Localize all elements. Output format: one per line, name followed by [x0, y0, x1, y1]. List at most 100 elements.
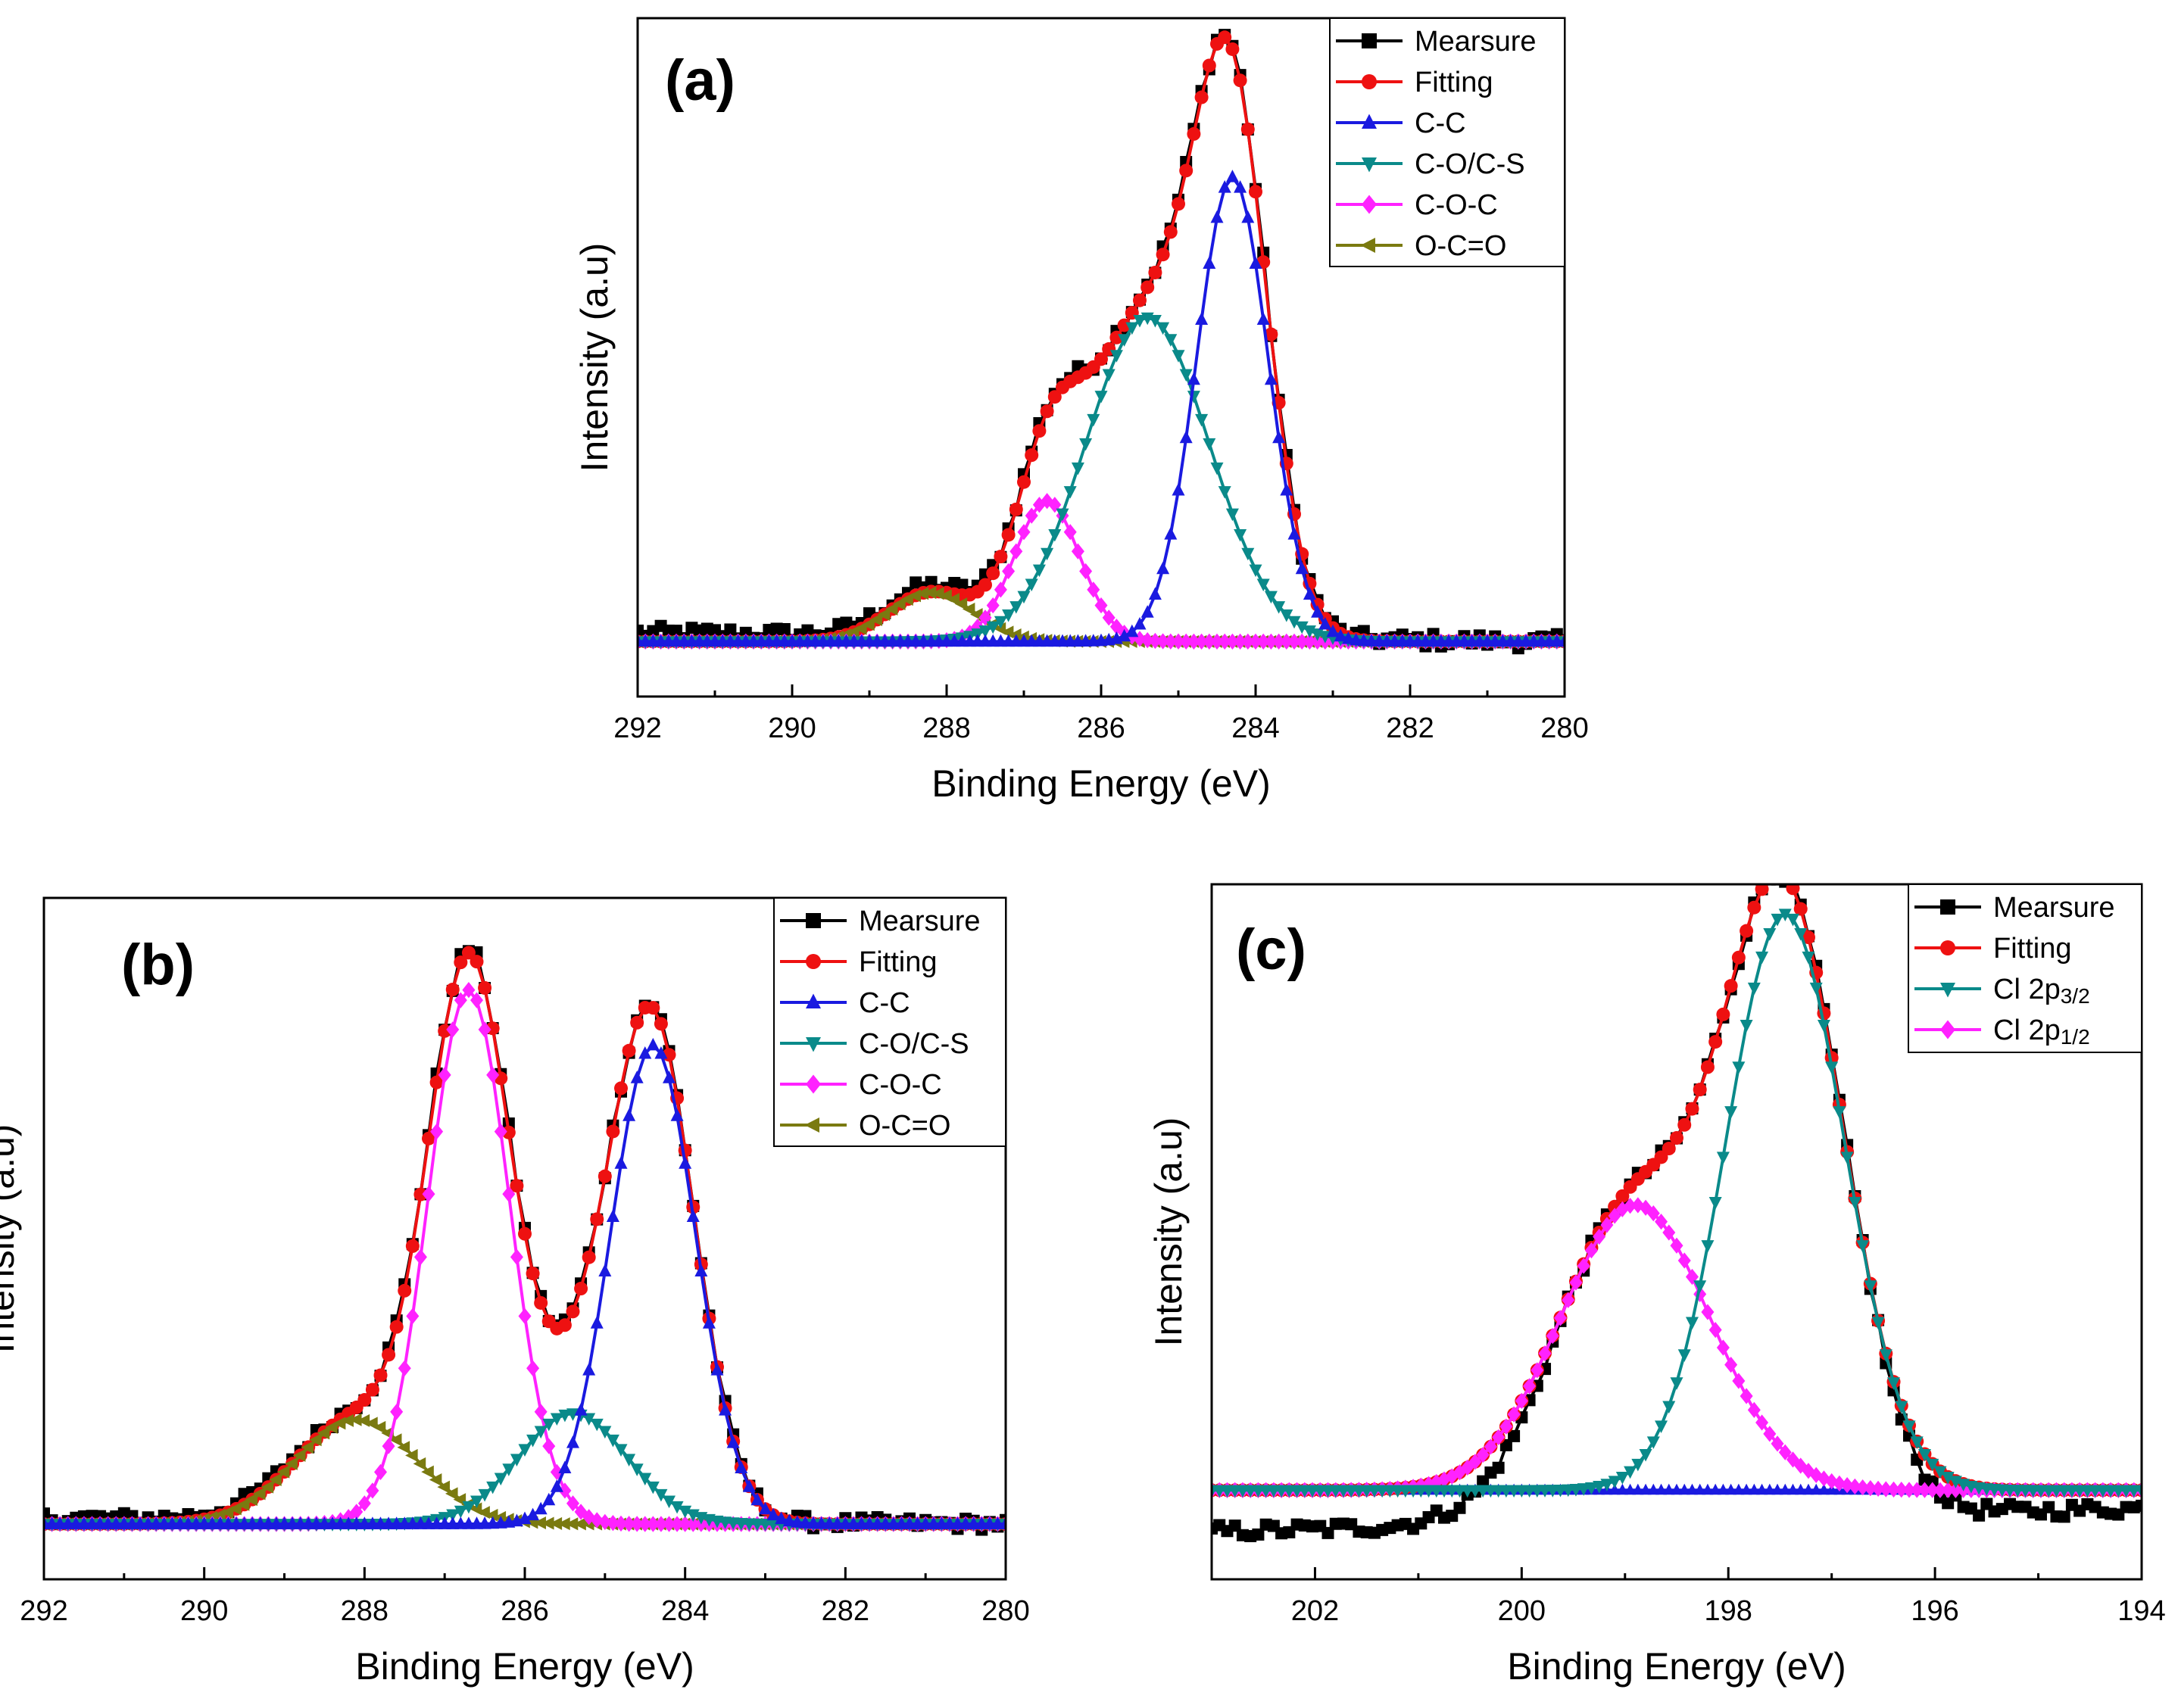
data-point — [1655, 1483, 1668, 1495]
data-point — [558, 1409, 572, 1423]
data-point — [726, 1435, 740, 1448]
data-point — [590, 1316, 604, 1329]
data-point — [1724, 1106, 1738, 1119]
data-point — [510, 1179, 524, 1193]
data-point — [1624, 1483, 1637, 1495]
data-point — [1218, 486, 1231, 499]
data-point — [1133, 293, 1147, 307]
data-point — [405, 1239, 420, 1253]
data-point — [1654, 1150, 1668, 1164]
data-point — [1662, 1142, 1676, 1156]
series-cl-2p1-2 — [1212, 1197, 2142, 1498]
data-point — [735, 1460, 748, 1473]
data-point — [1562, 1292, 1575, 1308]
data-point — [893, 597, 906, 611]
data-point — [1731, 950, 1746, 965]
data-point — [1902, 1420, 1916, 1433]
data-point — [533, 1516, 546, 1530]
data-point — [1600, 1217, 1614, 1233]
data-point — [1702, 1483, 1714, 1495]
legend-entry: Mearsure — [1336, 26, 1537, 58]
data-point — [646, 1516, 660, 1532]
data-point — [1194, 90, 1209, 104]
data-point — [1584, 1482, 1598, 1495]
data-point — [646, 1001, 660, 1015]
data-point — [534, 1426, 548, 1439]
data-point — [1094, 391, 1108, 404]
data-point — [470, 992, 483, 1008]
data-point — [429, 1473, 442, 1486]
data-point — [1810, 1483, 1822, 1495]
data-point — [582, 1363, 596, 1376]
legend-marker — [806, 954, 821, 969]
data-point — [1724, 1356, 1738, 1373]
legend-marker — [806, 993, 821, 1008]
data-point — [1554, 1310, 1567, 1326]
data-point — [1778, 869, 1792, 883]
data-point — [1879, 1481, 1892, 1498]
legend-entry: Cl 2p3/2 — [1914, 974, 2090, 1008]
data-point — [365, 1382, 379, 1397]
x-tick-label: 292 — [20, 1595, 67, 1627]
data-point — [1848, 1196, 1861, 1210]
data-point — [534, 1404, 548, 1420]
data-point — [2135, 1485, 2142, 1498]
data-point — [1917, 1482, 1931, 1498]
data-point — [1017, 524, 1031, 541]
data-point — [1615, 1189, 1630, 1203]
data-point — [623, 1108, 636, 1121]
y-axis-title: Intensity (a.u) — [0, 1124, 22, 1354]
data-point — [1685, 1102, 1699, 1116]
data-point — [445, 1487, 458, 1501]
data-point — [397, 1441, 410, 1454]
data-point — [437, 1480, 450, 1494]
data-point — [766, 1507, 780, 1521]
data-point — [1225, 170, 1239, 182]
data-point — [1341, 631, 1355, 644]
data-point — [382, 1348, 396, 1362]
legend-entry: Fitting — [780, 946, 937, 978]
data-point — [1079, 563, 1093, 580]
data-point — [1910, 1482, 1924, 1498]
data-point — [614, 1515, 628, 1532]
data-point — [470, 1495, 483, 1509]
data-point — [501, 1125, 516, 1139]
x-tick-label: 292 — [613, 712, 661, 744]
data-point — [1047, 390, 1062, 404]
data-point — [646, 1481, 660, 1494]
data-point — [686, 1516, 700, 1532]
data-point — [1334, 628, 1347, 642]
data-point — [994, 616, 1007, 629]
data-point — [1949, 1482, 1962, 1498]
legend-label: Fitting — [1415, 67, 1493, 98]
data-point — [614, 1444, 628, 1457]
legend-entry: O-C=O — [780, 1110, 950, 1142]
x-tick-label: 202 — [1291, 1595, 1339, 1627]
legend-label: C-O-C — [1415, 189, 1498, 221]
data-point — [986, 566, 1000, 581]
data-point — [986, 621, 1000, 634]
data-point — [750, 1492, 764, 1506]
series-line — [638, 499, 1565, 644]
data-point — [1009, 543, 1023, 559]
data-point — [462, 1501, 476, 1514]
x-tick-label: 280 — [1540, 712, 1588, 744]
data-point — [1716, 1339, 1730, 1356]
data-point — [598, 1426, 612, 1439]
data-point — [638, 634, 644, 647]
data-point — [1856, 1240, 1870, 1253]
data-point — [1864, 1280, 1877, 1293]
data-point — [1671, 1483, 1683, 1495]
data-point — [1639, 1448, 1652, 1462]
data-point — [1133, 315, 1147, 328]
data-point — [1025, 578, 1038, 592]
data-point — [598, 1169, 612, 1183]
data-point — [1484, 1438, 1497, 1455]
data-point — [1840, 1152, 1854, 1164]
data-point — [1272, 430, 1286, 444]
data-point — [663, 1495, 676, 1509]
data-point — [994, 581, 1007, 598]
y-axis-title: Intensity (a.u) — [573, 243, 616, 472]
legend-box — [773, 897, 1006, 1147]
data-point — [1218, 179, 1231, 193]
